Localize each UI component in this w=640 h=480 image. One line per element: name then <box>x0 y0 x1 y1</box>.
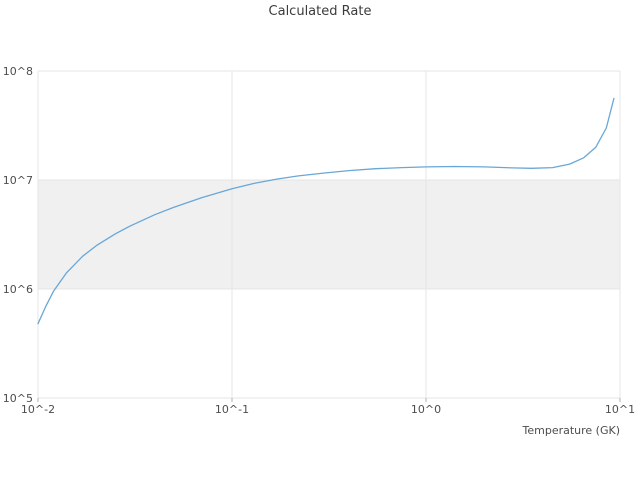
x-axis-label: Temperature (GK) <box>522 424 621 437</box>
y-tick-label: 10^7 <box>3 174 33 187</box>
x-tick-label: 10^-2 <box>21 403 55 416</box>
y-tick-label: 10^8 <box>3 65 33 78</box>
x-tick-label: 10^1 <box>605 403 635 416</box>
chart-title: Calculated Rate <box>268 4 372 19</box>
series-line <box>37 97 615 325</box>
y-tick-label: 10^5 <box>3 392 33 405</box>
x-tick-label: 10^0 <box>411 403 441 416</box>
reference-band <box>38 180 620 289</box>
y-tick-label: 10^6 <box>3 283 33 296</box>
x-tick-label: 10^-1 <box>215 403 249 416</box>
